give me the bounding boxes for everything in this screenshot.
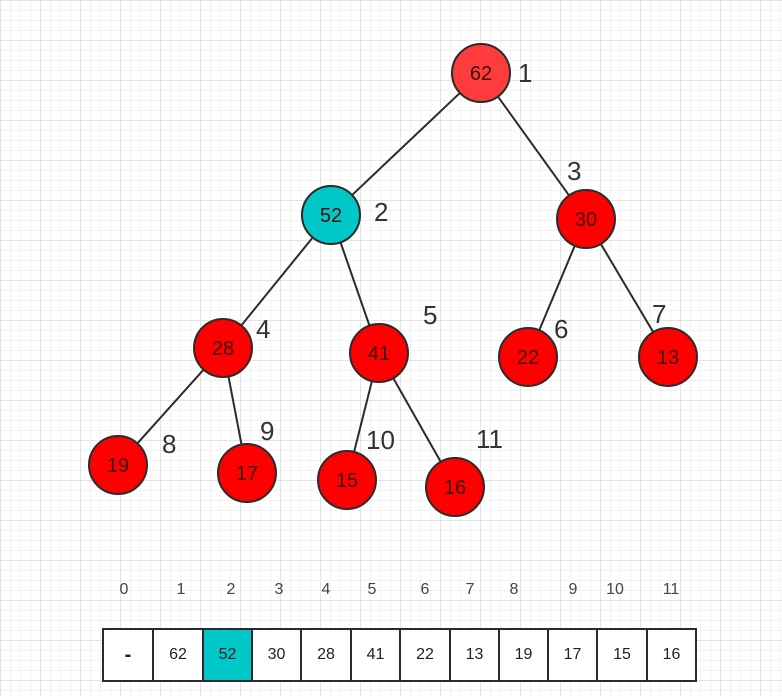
tree-node-11: 16 (425, 457, 485, 517)
tree-node-index-label: 2 (374, 197, 388, 227)
tree-edge-3-7 (599, 243, 655, 333)
tree-node-value: 30 (575, 209, 597, 231)
tree-node-index-label: 3 (567, 156, 581, 186)
tree-node-1: 62 (451, 43, 511, 103)
tree-node-circle (193, 318, 253, 378)
array-index-label: 9 (568, 581, 578, 598)
array-cell-8: 19 (498, 628, 549, 682)
tree-node-value: 17 (236, 463, 258, 485)
tree-node-index-label: 4 (256, 314, 270, 344)
tree-node-index-label: 9 (260, 416, 274, 446)
array-cell-7: 13 (449, 628, 500, 682)
tree-node-index-label: 10 (366, 425, 395, 455)
tree-edge-1-3 (497, 95, 570, 197)
tree-node-value: 62 (470, 63, 492, 85)
array-index-label: 6 (420, 581, 430, 598)
tree-node-index-label: 7 (652, 299, 666, 329)
array-cell-2: 52 (202, 628, 253, 682)
array-index-label: 4 (321, 581, 331, 598)
array-index-label: 7 (465, 581, 475, 598)
tree-node-6: 22 (498, 327, 558, 387)
tree-node-5: 41 (349, 323, 409, 383)
array-index-label: 8 (509, 581, 519, 598)
array-index-label: 3 (274, 581, 284, 598)
array-index-label: 10 (606, 581, 624, 598)
tree-node-3: 30 (556, 189, 616, 249)
tree-node-circle (556, 189, 616, 249)
tree-node-circle (425, 457, 485, 517)
tree-node-value: 15 (336, 470, 358, 492)
tree-edge-4-9 (227, 376, 243, 445)
array-cell-0: - (102, 628, 154, 682)
tree-edge-3-6 (538, 245, 576, 331)
tree-node-circle (498, 327, 558, 387)
tree-edge-5-11 (392, 377, 442, 463)
tree-edge-4-8 (136, 368, 205, 445)
tree-node-index-label: 1 (518, 58, 532, 88)
array-cell-11: 16 (646, 628, 697, 682)
tree-node-circle (88, 435, 148, 495)
array-cell-10: 15 (596, 628, 648, 682)
array-index-label: 1 (176, 581, 186, 598)
tree-node-value: 13 (657, 347, 679, 369)
tree-node-circle (317, 450, 377, 510)
tree-edge-2-4 (240, 236, 314, 327)
array-index-label: 0 (119, 581, 129, 598)
tree-node-7: 13 (638, 327, 698, 387)
array-cell-1: 62 (152, 628, 204, 682)
array-cell-4: 28 (300, 628, 352, 682)
tree-node-index-label: 8 (162, 429, 176, 459)
tree-node-circle (451, 43, 511, 103)
tree-node-value: 19 (107, 455, 129, 477)
tree-node-9: 17 (217, 443, 277, 503)
tree-edge-2-5 (339, 242, 371, 326)
tree-node-value: 41 (368, 343, 390, 365)
tree-node-2: 52 (301, 185, 361, 245)
array-index-label: 2 (226, 581, 236, 598)
tree-node-index-label: 6 (554, 314, 568, 344)
tree-node-value: 16 (444, 477, 466, 499)
tree-node-10: 15 (317, 450, 377, 510)
tree-edge-5-10 (353, 380, 373, 453)
tree-node-circle (217, 443, 277, 503)
array-cell-9: 17 (547, 628, 598, 682)
array-cell-5: 41 (350, 628, 401, 682)
tree-node-index-label: 11 (476, 424, 503, 454)
tree-node-value: 28 (212, 338, 234, 360)
array-cell-3: 30 (251, 628, 302, 682)
tree-node-circle (349, 323, 409, 383)
array-cell-6: 22 (399, 628, 451, 682)
tree-node-value: 22 (517, 347, 539, 369)
tree-node-index-label: 5 (423, 300, 437, 330)
tree-node-value: 52 (320, 205, 342, 227)
tree-node-8: 19 (88, 435, 148, 495)
array-index-label: 5 (367, 581, 377, 598)
array-index-label: 11 (662, 581, 680, 598)
tree-node-circle (301, 185, 361, 245)
tree-edge-1-2 (351, 92, 461, 196)
tree-node-4: 28 (193, 318, 253, 378)
tree-node-circle (638, 327, 698, 387)
